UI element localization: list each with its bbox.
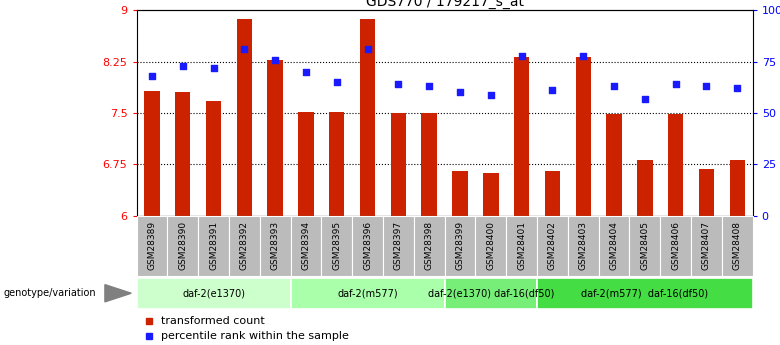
Text: GSM28390: GSM28390 xyxy=(178,221,187,270)
Text: GSM28403: GSM28403 xyxy=(579,221,588,270)
Text: GSM28400: GSM28400 xyxy=(486,221,495,270)
Text: daf-2(m577)  daf-16(df50): daf-2(m577) daf-16(df50) xyxy=(581,288,708,298)
Bar xyxy=(383,216,413,276)
Text: genotype/variation: genotype/variation xyxy=(4,288,97,298)
Text: GSM28392: GSM28392 xyxy=(239,221,249,270)
Text: GSM28408: GSM28408 xyxy=(732,221,742,270)
Text: GSM28398: GSM28398 xyxy=(424,221,434,270)
Bar xyxy=(445,278,537,309)
Text: GSM28405: GSM28405 xyxy=(640,221,650,270)
Text: GSM28393: GSM28393 xyxy=(271,221,280,270)
Text: GSM28397: GSM28397 xyxy=(394,221,403,270)
Bar xyxy=(722,216,753,276)
Bar xyxy=(268,60,283,216)
Point xyxy=(577,53,590,58)
Text: daf-2(m577): daf-2(m577) xyxy=(337,288,398,298)
Bar xyxy=(637,159,653,216)
Bar xyxy=(660,216,691,276)
Bar xyxy=(452,171,468,216)
Text: GSM28395: GSM28395 xyxy=(332,221,342,270)
Bar xyxy=(729,159,745,216)
Text: daf-2(e1370): daf-2(e1370) xyxy=(182,288,245,298)
Bar xyxy=(167,216,198,276)
Bar xyxy=(668,114,683,216)
Bar xyxy=(144,91,160,216)
Text: GSM28401: GSM28401 xyxy=(517,221,526,270)
Bar xyxy=(298,112,314,216)
Bar xyxy=(175,92,190,216)
Bar xyxy=(229,216,260,276)
Bar xyxy=(537,216,568,276)
Bar xyxy=(544,171,560,216)
Bar xyxy=(136,216,167,276)
Text: GSM28404: GSM28404 xyxy=(609,221,619,270)
Bar xyxy=(136,278,290,309)
Point xyxy=(392,81,405,87)
Bar xyxy=(475,216,506,276)
Bar xyxy=(506,216,537,276)
Point xyxy=(146,73,158,79)
Bar xyxy=(514,57,530,216)
Point xyxy=(423,83,435,89)
Bar xyxy=(391,113,406,216)
Bar xyxy=(599,216,629,276)
Text: transformed count: transformed count xyxy=(161,316,265,326)
Point xyxy=(331,79,343,85)
Text: GSM28389: GSM28389 xyxy=(147,221,157,270)
Point xyxy=(176,63,189,69)
Point xyxy=(546,88,558,93)
Text: percentile rank within the sample: percentile rank within the sample xyxy=(161,332,349,341)
Point xyxy=(238,47,250,52)
Bar xyxy=(329,112,345,216)
Text: GSM28391: GSM28391 xyxy=(209,221,218,270)
Point xyxy=(269,57,282,62)
Text: daf-2(e1370) daf-16(df50): daf-2(e1370) daf-16(df50) xyxy=(427,288,554,298)
Text: GSM28402: GSM28402 xyxy=(548,221,557,270)
Bar xyxy=(290,216,321,276)
Bar xyxy=(353,216,383,276)
Point xyxy=(700,83,713,89)
Bar xyxy=(629,216,660,276)
Bar xyxy=(691,216,722,276)
Point xyxy=(454,90,466,95)
Point xyxy=(669,81,682,87)
Bar xyxy=(537,278,753,309)
Point xyxy=(300,69,312,75)
Bar xyxy=(421,113,437,216)
Text: GSM28399: GSM28399 xyxy=(456,221,465,270)
Point xyxy=(639,96,651,101)
Bar xyxy=(606,114,622,216)
Bar xyxy=(568,216,599,276)
Point xyxy=(516,53,528,58)
Bar xyxy=(198,216,229,276)
Bar xyxy=(260,216,290,276)
Point xyxy=(207,65,220,71)
Title: GDS770 / 179217_s_at: GDS770 / 179217_s_at xyxy=(366,0,523,9)
Point xyxy=(484,92,497,97)
Bar xyxy=(321,216,353,276)
Bar xyxy=(206,101,222,216)
Text: GSM28407: GSM28407 xyxy=(702,221,711,270)
Point xyxy=(361,47,374,52)
Text: GSM28396: GSM28396 xyxy=(363,221,372,270)
Bar xyxy=(236,19,252,216)
Bar xyxy=(290,278,445,309)
Bar xyxy=(360,19,375,216)
Bar xyxy=(576,57,591,216)
Polygon shape xyxy=(105,285,131,302)
Text: GSM28406: GSM28406 xyxy=(671,221,680,270)
Point xyxy=(608,83,620,89)
Bar xyxy=(483,173,498,216)
Bar xyxy=(699,169,714,216)
Bar xyxy=(445,216,476,276)
Point xyxy=(731,86,743,91)
Bar xyxy=(413,216,445,276)
Text: GSM28394: GSM28394 xyxy=(301,221,310,270)
